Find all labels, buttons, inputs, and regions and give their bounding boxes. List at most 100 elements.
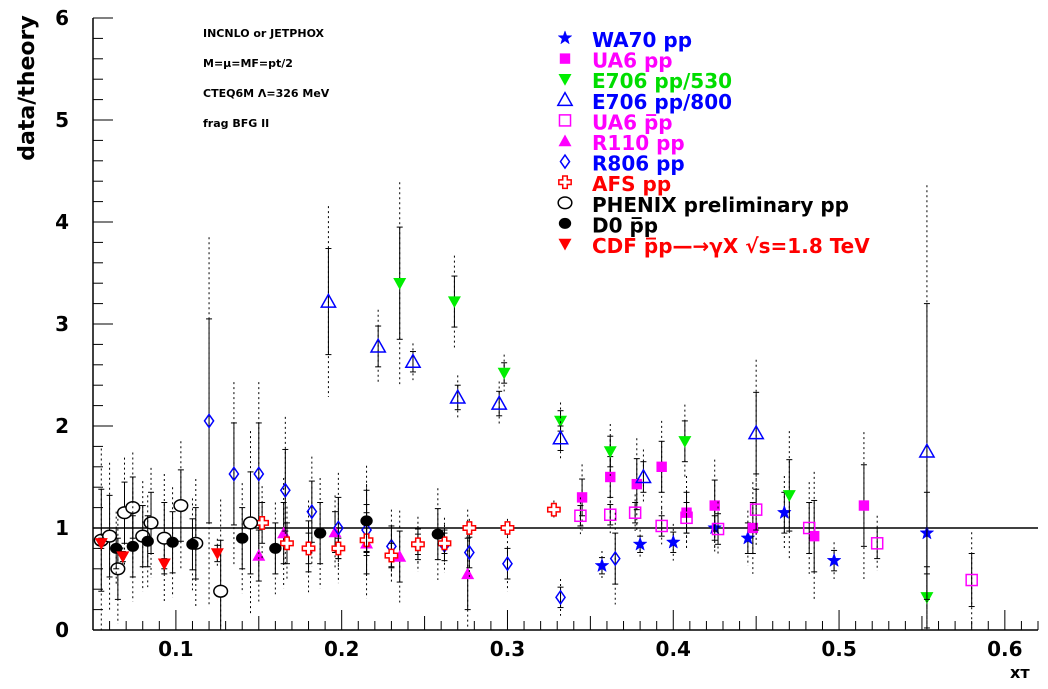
data-point	[301, 541, 316, 556]
data-point	[605, 471, 616, 483]
legend-label: AFS pp	[592, 172, 671, 196]
data-point	[497, 367, 511, 380]
data-point	[858, 500, 870, 511]
data-point	[500, 521, 515, 535]
x-axis: 0.1 0.2 0.3 0.4 0.5 0.6	[92, 610, 1039, 661]
data-point	[213, 584, 229, 598]
data-point	[749, 503, 763, 516]
data-point	[431, 528, 445, 540]
data-point	[502, 555, 513, 572]
data-point	[747, 424, 765, 440]
data-point	[463, 544, 475, 561]
data-point	[228, 466, 240, 482]
legend-label: PHENIX preliminary pp	[592, 193, 849, 217]
data-point	[393, 278, 407, 290]
data-point	[603, 446, 617, 458]
x-tick-label: 0.2	[324, 637, 359, 661]
data-point	[826, 552, 842, 567]
legend-label: E706 pp/530	[592, 69, 732, 93]
data-point	[594, 557, 610, 573]
data-point	[116, 551, 130, 564]
data-point	[404, 353, 422, 369]
legend-label: CDF p̅p—→γX √s=1.8 TeV	[592, 234, 870, 258]
data-point	[332, 520, 344, 536]
series-9	[110, 465, 445, 602]
data-point	[319, 292, 337, 308]
legend-label: D0 p̅p	[592, 213, 658, 237]
data-point	[126, 540, 139, 552]
data-point	[461, 567, 475, 580]
y-axis: 0 1 2 3 4 5 6	[55, 6, 113, 642]
data-point	[709, 500, 720, 511]
data-point	[680, 511, 693, 525]
data-point	[918, 442, 936, 458]
legend-marker	[557, 196, 573, 210]
data-point	[173, 498, 189, 513]
legend-marker	[556, 91, 574, 107]
x-tick-label: 0.5	[821, 637, 856, 661]
data-point	[965, 573, 978, 587]
data-point	[603, 508, 617, 522]
data-point	[462, 521, 477, 535]
data-point	[665, 534, 681, 549]
data-point	[384, 548, 399, 563]
y-tick-label: 2	[55, 414, 69, 438]
x-tick-label: 0.4	[656, 637, 691, 661]
data-point	[203, 413, 215, 429]
data-point	[306, 503, 318, 520]
series-4	[574, 472, 978, 628]
data-point	[94, 538, 108, 550]
data-point	[393, 550, 407, 562]
y-tick-label: 0	[55, 618, 69, 642]
annotation-2: CTEQ6M Λ=326 MeV	[203, 87, 330, 100]
legend-marker	[558, 74, 572, 86]
data-point	[574, 509, 587, 523]
data-point	[280, 536, 294, 551]
data-point	[655, 519, 668, 533]
data-point	[279, 482, 291, 499]
legend-label: UA6 p̅p	[592, 110, 673, 134]
data-point	[747, 522, 759, 534]
y-axis-label: data/theory	[15, 15, 40, 160]
data-point	[490, 394, 508, 410]
series-8	[93, 431, 259, 631]
series-3	[319, 185, 936, 630]
data-marks	[93, 182, 978, 631]
series-7	[255, 486, 561, 581]
legend-label: R806 pp	[592, 152, 685, 176]
y-tick-label: 3	[55, 312, 69, 336]
legend-label: WA70 pp	[592, 28, 692, 52]
data-point	[634, 468, 652, 484]
annotation-3: frag BFG II	[203, 117, 269, 130]
data-point	[253, 466, 265, 482]
series-6	[203, 237, 621, 616]
data-point	[449, 388, 467, 404]
data-point	[656, 461, 667, 472]
legend-marker	[557, 30, 573, 45]
data-point	[555, 589, 566, 606]
y-tick-label: 4	[55, 210, 69, 234]
y-tick-label: 1	[55, 516, 69, 540]
legend-marker	[558, 114, 572, 127]
data-point	[802, 521, 816, 535]
series-0	[594, 459, 935, 607]
legend-marker	[558, 238, 572, 251]
legend-marker	[558, 134, 572, 147]
legend-marker	[559, 53, 571, 64]
data-point	[552, 429, 569, 445]
annotations: INCNLO or JETPHOX M=μ=MF=pt/2 CTEQ6M Λ=326…	[203, 27, 330, 130]
series-1	[576, 420, 870, 601]
legend-label: R110 pp	[592, 131, 685, 155]
series-10	[94, 534, 224, 573]
x-tick-label: 0.3	[490, 637, 525, 661]
data-point	[632, 536, 648, 551]
data-point	[313, 527, 327, 539]
data-point	[269, 542, 282, 554]
data-point	[782, 490, 796, 502]
y-tick-label: 6	[55, 6, 69, 30]
data-point	[369, 337, 387, 353]
data-point	[631, 478, 642, 490]
data-point	[186, 538, 199, 550]
data-point	[166, 536, 179, 548]
